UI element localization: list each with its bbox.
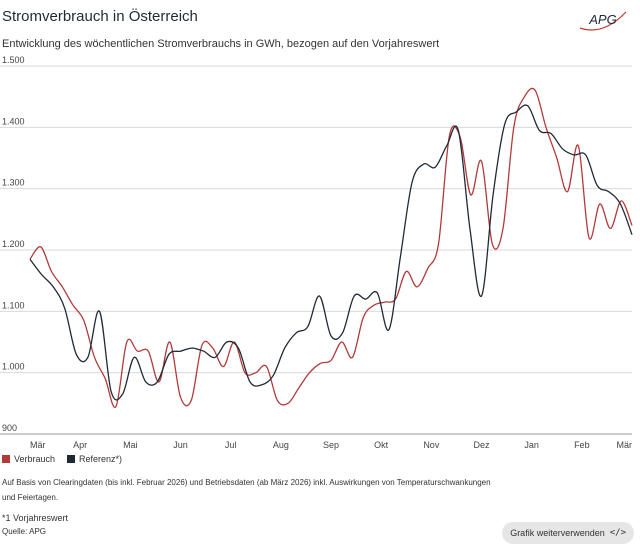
x-axis-ticks: Mär Apr Mai Jun Jul Aug Sep Okt Nov Dez Jan Feb Mär: [30, 440, 632, 450]
legend-swatch-verbrauch: [2, 455, 10, 463]
logo-text: APG: [588, 12, 616, 27]
series-line-0: [29, 87, 633, 408]
source-label: Quelle: APG: [2, 527, 47, 536]
grid: [0, 65, 632, 435]
x-tick-label: Nov: [423, 440, 440, 450]
apg-logo: APG: [579, 11, 627, 31]
x-tick-label: Sep: [323, 440, 339, 450]
legend: Verbrauch Referenz*): [2, 454, 122, 464]
x-tick-label: Mai: [123, 440, 138, 450]
footnote: *1 Vorjahreswert: [2, 513, 69, 523]
y-tick-label: 1.000: [2, 362, 25, 372]
line-chart: 900 1.000 1.100 1.200 1.300 1.400 1.500 Mär Apr…: [0, 56, 633, 450]
y-tick-label: 1.200: [2, 239, 25, 249]
reuse-graphic-button[interactable]: Grafik weiterverwenden </>: [502, 522, 634, 544]
chart-title: Stromverbrauch in Österreich: [2, 8, 198, 25]
legend-item-verbrauch[interactable]: Verbrauch: [2, 454, 55, 464]
x-tick-label: Feb: [574, 440, 590, 450]
chart-subtitle: Entwicklung des wöchentlichen Stromverbr…: [2, 38, 440, 50]
y-tick-label: 1.400: [2, 116, 25, 126]
legend-label-referenz: Referenz*): [79, 454, 123, 464]
x-tick-label: Mär: [617, 440, 633, 450]
data-note-continued: und Feiertagen.: [2, 493, 59, 502]
x-tick-label: Jul: [225, 440, 237, 450]
x-tick-label: Jun: [173, 440, 188, 450]
code-icon: </>: [609, 528, 626, 538]
y-axis-ticks: 900 1.000 1.100 1.200 1.300 1.400 1.500: [2, 56, 25, 433]
legend-label-verbrauch: Verbrauch: [14, 454, 56, 464]
x-tick-label: Dez: [473, 440, 490, 450]
x-tick-label: Aug: [273, 440, 289, 450]
y-tick-label: 1.300: [2, 178, 25, 188]
x-tick-label: Okt: [374, 440, 389, 450]
series-line-1: [29, 104, 633, 401]
legend-item-referenz[interactable]: Referenz*): [67, 454, 122, 464]
x-tick-label: Mär: [30, 440, 46, 450]
y-tick-label: 1.100: [2, 300, 25, 310]
data-note: Auf Basis von Clearingdaten (bis inkl. F…: [2, 478, 491, 487]
series-lines: [29, 87, 633, 408]
x-tick-label: Apr: [73, 440, 87, 450]
reuse-graphic-label: Grafik weiterverwenden: [510, 528, 605, 538]
y-tick-label: 900: [2, 423, 17, 433]
x-tick-label: Jan: [524, 440, 539, 450]
legend-swatch-referenz: [67, 455, 76, 463]
y-tick-label: 1.500: [2, 56, 25, 65]
